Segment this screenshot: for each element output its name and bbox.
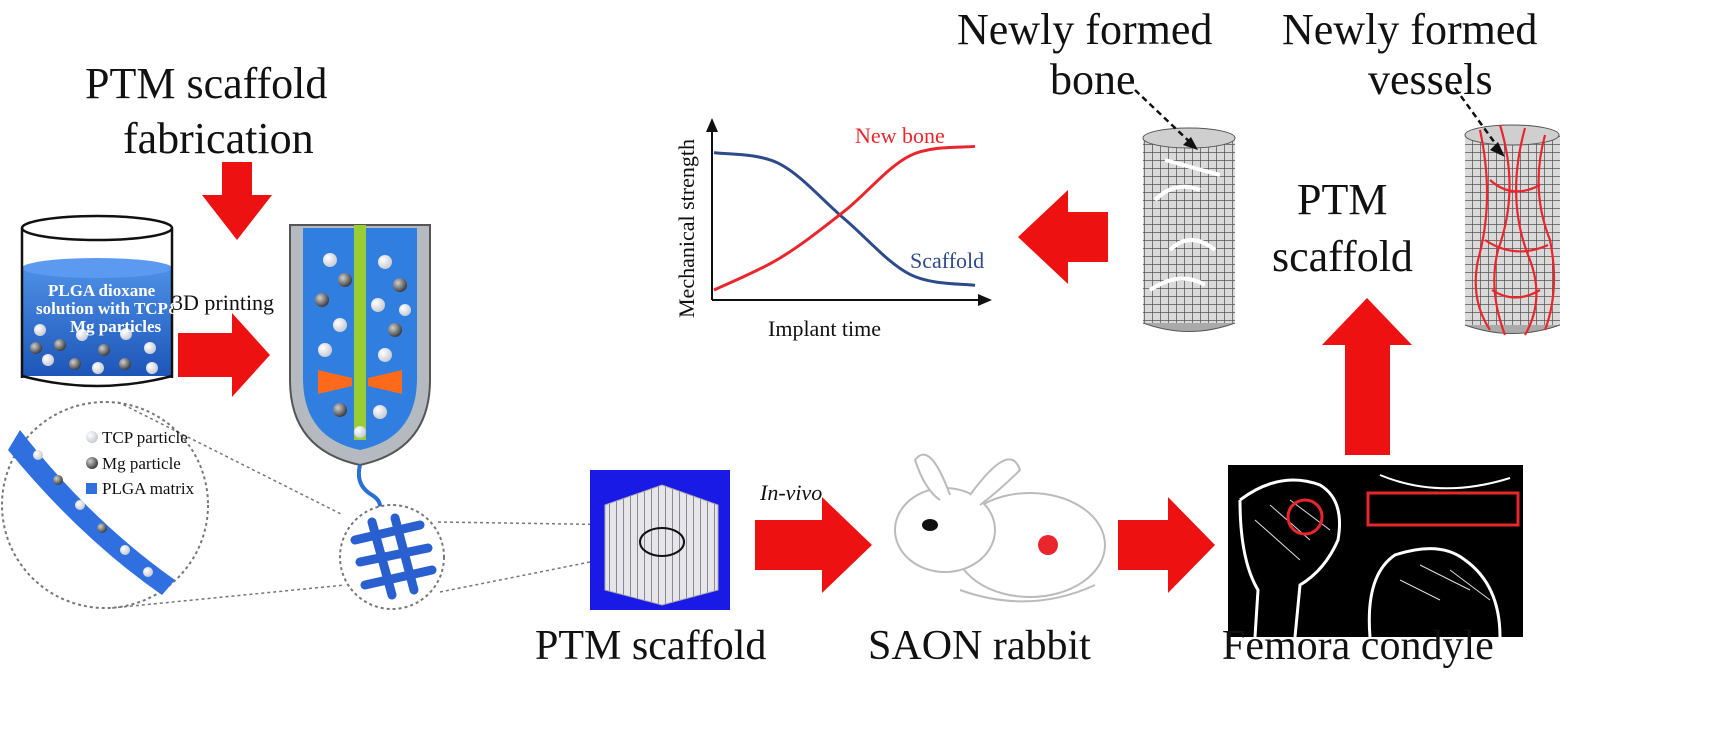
ptm-scaffold-label-line1: PTM bbox=[1297, 175, 1388, 224]
arrow-right-printing bbox=[178, 313, 270, 397]
invivo-label: In-vivo bbox=[760, 480, 823, 505]
printing-label: 3D printing bbox=[172, 290, 275, 315]
bone-label-line1: Newly formed bbox=[957, 5, 1213, 54]
legend-mg: Mg particle bbox=[102, 454, 181, 473]
beaker-text-line1: PLGA dioxane bbox=[48, 281, 156, 300]
arrow-right-rabbit bbox=[1118, 497, 1215, 593]
strength-chart bbox=[706, 118, 992, 306]
vessels-label-line2: vessels bbox=[1368, 55, 1493, 104]
rabbit-caption: SAON rabbit bbox=[868, 623, 1091, 669]
beaker-text-line2: solution with TCP& bbox=[36, 299, 183, 318]
series-label-new-bone: New bone bbox=[855, 123, 945, 148]
legend-tcp: TCP particle bbox=[102, 428, 188, 447]
arrow-down-fabrication bbox=[202, 162, 272, 240]
bone-label-line2: bone bbox=[1050, 55, 1136, 104]
chart-x-arrowhead bbox=[978, 294, 992, 306]
bone-pointer-head bbox=[1183, 137, 1198, 150]
ptm-scaffold-image bbox=[590, 470, 730, 610]
ptm-scaffold-label-line2: scaffold bbox=[1272, 232, 1413, 281]
beaker bbox=[20, 214, 174, 388]
fabrication-title-line1: PTM scaffold bbox=[85, 59, 328, 108]
bone-pointer bbox=[1134, 89, 1194, 146]
series-line-scaffold bbox=[713, 151, 976, 287]
series-line-new-bone bbox=[713, 144, 976, 292]
vessels-cylinder bbox=[1464, 124, 1561, 336]
fabrication-title-line2: fabrication bbox=[123, 114, 314, 163]
series-label-scaffold: Scaffold bbox=[910, 248, 985, 273]
arrow-left-chart bbox=[1018, 190, 1108, 284]
scaffold-caption: PTM scaffold bbox=[535, 623, 767, 669]
rabbit-image bbox=[894, 453, 1106, 603]
chart-ylabel: Mechanical strength bbox=[674, 139, 699, 318]
zoom-circle-left bbox=[1, 401, 209, 609]
vessels-pointer bbox=[1453, 87, 1502, 151]
arrow-right-invivo bbox=[755, 497, 872, 593]
beaker-text-line3: Mg particles bbox=[70, 317, 162, 336]
bone-cylinder bbox=[1142, 127, 1236, 332]
femora-image bbox=[1228, 465, 1523, 638]
femora-caption: Femora condyle bbox=[1222, 623, 1494, 669]
arrow-up-femora bbox=[1322, 298, 1412, 455]
chart-xlabel: Implant time bbox=[768, 316, 882, 341]
vessels-label-line1: Newly formed bbox=[1282, 5, 1538, 54]
legend-plga: PLGA matrix bbox=[102, 479, 195, 498]
vessels-pointer-head bbox=[1490, 142, 1505, 157]
chart-y-arrowhead bbox=[706, 118, 718, 132]
zoom-circle-mesh bbox=[339, 504, 445, 610]
printer-nozzle bbox=[289, 224, 431, 522]
